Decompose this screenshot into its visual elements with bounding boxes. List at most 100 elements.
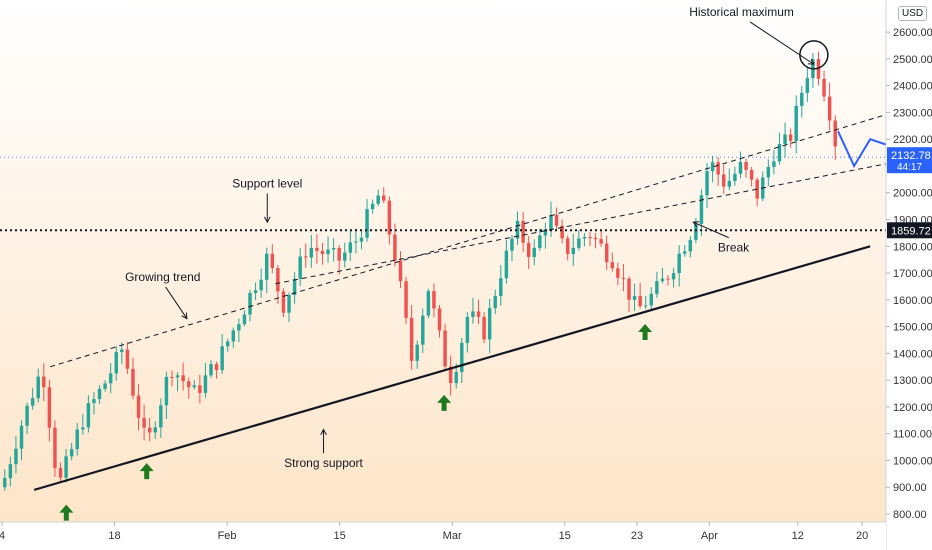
- candle-body: [365, 209, 369, 238]
- candle-body: [627, 278, 631, 300]
- plot-area[interactable]: [3, 51, 837, 491]
- candle-body: [426, 291, 431, 316]
- annotation-arrowhead-icon: [263, 216, 271, 224]
- price-tick-label: 1400.00: [893, 348, 932, 360]
- candle-body: [92, 399, 96, 404]
- candle-body: [359, 237, 364, 242]
- candle-body: [326, 249, 330, 255]
- candle-body: [415, 344, 419, 361]
- candle-body: [476, 311, 481, 317]
- candle-body: [777, 144, 782, 162]
- candle-body: [448, 366, 453, 384]
- time-tick-label: 15: [333, 530, 345, 542]
- time-tick-label: 15: [559, 530, 571, 542]
- candle-body: [203, 375, 208, 393]
- candle-body: [599, 239, 603, 244]
- candle-body: [42, 376, 46, 388]
- candle-body: [616, 268, 620, 278]
- price-tick-label: 1300.00: [893, 375, 932, 387]
- candle-body: [147, 427, 152, 433]
- candle-body: [582, 237, 587, 239]
- candle-body: [460, 342, 464, 372]
- candle-body: [716, 162, 720, 175]
- candle-body: [499, 278, 503, 297]
- price-tick-label: 2500.00: [893, 54, 932, 66]
- candle-body: [398, 260, 403, 282]
- support-arrow-icon: [638, 323, 653, 340]
- time-tick-label: Mar: [443, 530, 462, 542]
- candle-body: [565, 238, 570, 255]
- last-price-value: 2132.78: [891, 150, 931, 162]
- candle-body: [816, 59, 821, 79]
- candle-body: [125, 349, 130, 369]
- candle-body: [833, 120, 837, 147]
- candle-body: [744, 161, 748, 170]
- candle-body: [19, 425, 24, 449]
- candle-body: [632, 296, 637, 300]
- annotation-arrowhead-icon: [692, 221, 700, 228]
- candle-body: [577, 238, 581, 248]
- candle-body: [309, 247, 314, 258]
- candle-body: [532, 247, 536, 257]
- support-level-tag: [887, 222, 932, 239]
- time-tick-label: 23: [631, 530, 643, 542]
- annotation-label: Strong support: [284, 456, 363, 470]
- price-tick-label: 1800.00: [893, 241, 932, 253]
- candle-body: [766, 166, 771, 178]
- candle-body: [487, 308, 492, 340]
- candle-body: [198, 385, 202, 393]
- candle-body: [220, 346, 224, 371]
- annotation-arrowhead-icon: [807, 58, 815, 65]
- last-price-tag: [887, 147, 932, 174]
- candle-body: [666, 278, 670, 280]
- candle-body: [733, 173, 737, 181]
- candle-body: [800, 92, 804, 106]
- candle-body: [621, 277, 626, 279]
- candle-body: [421, 315, 425, 345]
- candle-body: [181, 375, 185, 382]
- annotation-arrowhead-icon: [320, 428, 327, 436]
- candle-body: [175, 375, 180, 378]
- candle-body: [404, 281, 408, 318]
- time-axis[interactable]: 4 18 Feb 15 Mar 15 23 Apr 12 20: [0, 522, 868, 542]
- candle-body: [103, 383, 107, 389]
- price-tick-label: 800.00: [893, 509, 927, 521]
- annotation-label: Support level: [232, 176, 302, 190]
- price-tick-label: 1500.00: [893, 322, 932, 334]
- candle-body: [571, 247, 575, 255]
- candle-body: [164, 376, 169, 406]
- candle-body: [727, 180, 732, 187]
- candle-body: [69, 449, 74, 457]
- candle-body: [315, 247, 319, 251]
- candle-body: [382, 195, 386, 201]
- candle-body: [108, 373, 113, 384]
- candle-body: [331, 247, 336, 250]
- candle-body: [521, 220, 525, 243]
- candle-body: [354, 241, 358, 243]
- candle-body: [604, 243, 609, 263]
- candle-body: [710, 162, 715, 172]
- time-tick-label: 18: [108, 530, 120, 542]
- currency-badge[interactable]: USD: [898, 6, 928, 21]
- candle-body: [75, 429, 79, 450]
- candle-body: [186, 381, 191, 388]
- candle-body: [543, 229, 548, 236]
- candle-body: [649, 293, 654, 306]
- candle-body: [292, 278, 297, 295]
- candle-body: [504, 250, 509, 279]
- candle-body: [53, 427, 57, 469]
- candle-body: [36, 376, 40, 399]
- candle-body: [454, 371, 458, 384]
- candle-body: [660, 278, 665, 282]
- candle-body: [588, 237, 592, 239]
- price-tick-label: 2000.00: [893, 188, 932, 200]
- candle-body: [493, 296, 497, 309]
- candle-body: [554, 214, 559, 226]
- candle-body: [749, 169, 754, 180]
- candle-body: [526, 242, 531, 257]
- candle-body: [81, 427, 85, 430]
- time-tick-label: 4: [0, 530, 5, 542]
- support-arrow-icon: [59, 504, 74, 521]
